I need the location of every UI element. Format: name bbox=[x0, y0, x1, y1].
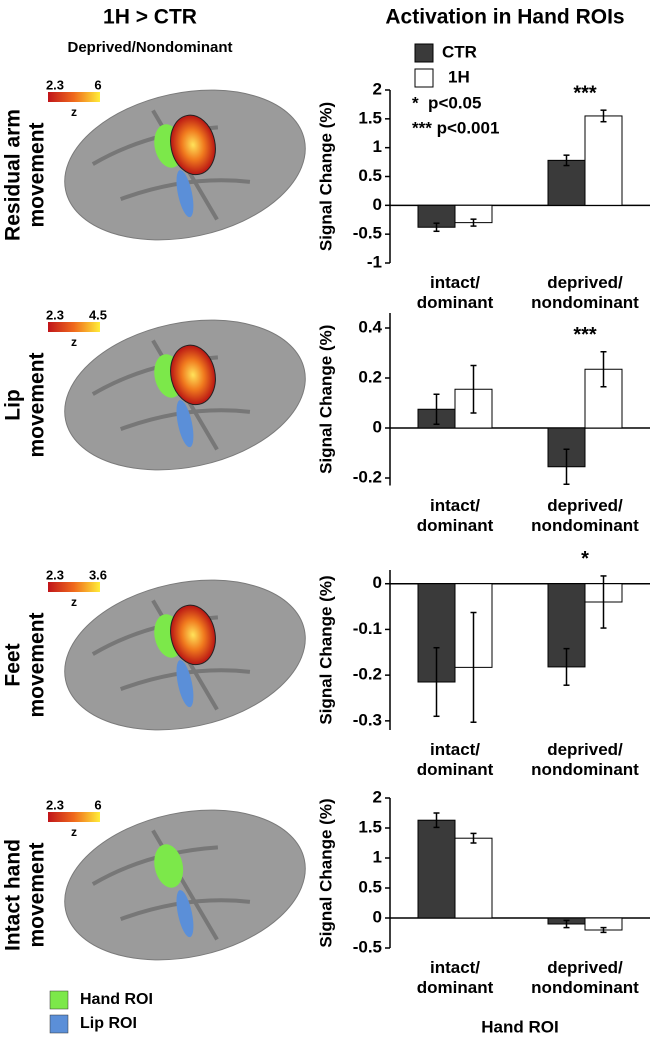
y-axis-label: Signal Change (%) bbox=[316, 798, 335, 947]
y-tick-label: 0.5 bbox=[358, 166, 382, 185]
y-tick-label: -0.3 bbox=[353, 710, 382, 729]
activation bbox=[170, 114, 216, 176]
y-tick-label: 0 bbox=[373, 195, 382, 214]
y-tick-label: -0.2 bbox=[353, 467, 382, 486]
x-axis-label: Hand ROI bbox=[481, 1017, 558, 1036]
row-label: movement bbox=[26, 352, 49, 457]
colorbar-unit: z bbox=[71, 825, 77, 839]
legend-label: 1H bbox=[448, 67, 470, 86]
brain bbox=[64, 319, 306, 471]
significance: * bbox=[581, 548, 589, 570]
legend-swatch bbox=[414, 68, 434, 88]
y-tick-label: 1 bbox=[373, 137, 382, 156]
colorbar-min: 2.3 bbox=[46, 567, 64, 582]
x-tick-label-box: deprived/ nondominant bbox=[531, 740, 639, 779]
y-tick-label: 1 bbox=[373, 847, 382, 866]
colorbar-max: 6 bbox=[94, 797, 101, 812]
x-tick-label: intact/ dominant bbox=[416, 495, 494, 535]
y-tick-label: 0 bbox=[373, 417, 382, 436]
lip-roi bbox=[176, 660, 194, 708]
y-tick-label: 0.4 bbox=[358, 317, 382, 336]
legend-note: *** p<0.001 bbox=[412, 118, 499, 137]
y-tick-label: -1 bbox=[367, 252, 382, 271]
roi-label: Lip ROI bbox=[80, 1015, 137, 1032]
x-tick-label: intact/ dominant bbox=[416, 740, 494, 779]
y-tick-label: -0.5 bbox=[353, 224, 382, 243]
hand-roi bbox=[154, 844, 184, 888]
lip-roi bbox=[176, 400, 194, 448]
x-tick-label-box: intact/ dominant bbox=[416, 740, 494, 779]
x-tick-label: deprived/ nondominant bbox=[531, 958, 639, 997]
row-label: Residual arm bbox=[2, 109, 25, 241]
y-tick-label: 0 bbox=[373, 573, 382, 592]
row-label: Lip bbox=[2, 389, 25, 421]
y-tick-label: -0.2 bbox=[353, 665, 382, 684]
y-tick-label: 1.5 bbox=[358, 817, 382, 836]
x-tick-label-box: intact/ dominant bbox=[416, 958, 494, 997]
colorbar-unit: z bbox=[71, 105, 77, 119]
colorbar-max: 3.6 bbox=[89, 567, 107, 582]
bar bbox=[417, 819, 456, 919]
x-tick-label-box: intact/ dominant bbox=[416, 273, 494, 312]
x-tick-label-box: deprived/ nondominant bbox=[531, 495, 639, 535]
row-label: movement bbox=[26, 122, 49, 227]
y-tick-label: 0.2 bbox=[358, 367, 382, 386]
colorbar-max: 4.5 bbox=[89, 307, 107, 322]
y-tick-label: 0.5 bbox=[358, 877, 382, 896]
colorbar-min: 2.3 bbox=[46, 307, 64, 322]
colorbar bbox=[48, 92, 100, 102]
row-label: movement bbox=[26, 612, 49, 717]
row-label: movement bbox=[26, 842, 49, 947]
y-tick-label: 2 bbox=[373, 79, 382, 98]
y-axis-label: Signal Change (%) bbox=[316, 325, 335, 474]
bar bbox=[584, 115, 623, 206]
bar bbox=[547, 159, 586, 206]
roi-swatch bbox=[49, 1014, 69, 1034]
row-label: Intact hand bbox=[2, 839, 25, 951]
column-title: 1H > CTR bbox=[103, 6, 197, 29]
lip-roi bbox=[176, 170, 194, 218]
x-tick-label: intact/ dominant bbox=[416, 273, 494, 312]
colorbar-min: 2.3 bbox=[46, 77, 64, 92]
colorbar bbox=[48, 812, 100, 822]
y-tick-label: 0 bbox=[373, 907, 382, 926]
activation bbox=[170, 604, 216, 666]
column-title: Activation in Hand ROIs bbox=[385, 6, 624, 29]
colorbar-min: 2.3 bbox=[46, 797, 64, 812]
significance: *** bbox=[573, 324, 597, 346]
legend-swatch bbox=[414, 43, 434, 63]
colorbar bbox=[48, 322, 100, 332]
y-axis-label: Signal Change (%) bbox=[316, 575, 335, 724]
lip-roi bbox=[176, 890, 194, 938]
legend-note: * p<0.05 bbox=[412, 93, 481, 112]
colorbar-unit: z bbox=[71, 595, 77, 609]
y-tick-label: 2 bbox=[373, 787, 382, 806]
roi-label: Hand ROI bbox=[80, 991, 153, 1008]
bar bbox=[454, 837, 493, 919]
y-axis-label: Signal Change (%) bbox=[316, 102, 335, 251]
y-tick-label: -0.5 bbox=[353, 937, 382, 956]
x-tick-label-box: deprived/ nondominant bbox=[531, 273, 639, 312]
x-tick-label: deprived/ nondominant bbox=[531, 273, 639, 312]
x-tick-label: deprived/ nondominant bbox=[531, 740, 639, 779]
colorbar-unit: z bbox=[71, 335, 77, 349]
activation bbox=[170, 344, 216, 406]
x-tick-label: intact/ dominant bbox=[416, 958, 494, 997]
subtitle: Deprived/Nondominant bbox=[67, 39, 232, 56]
x-tick-label-box: intact/ dominant bbox=[416, 495, 494, 535]
legend-label: CTR bbox=[442, 42, 477, 61]
brain bbox=[64, 579, 306, 731]
significance: *** bbox=[573, 82, 597, 104]
colorbar-max: 6 bbox=[94, 77, 101, 92]
x-tick-label: deprived/ nondominant bbox=[531, 495, 639, 535]
colorbar bbox=[48, 582, 100, 592]
roi-swatch bbox=[49, 990, 69, 1010]
x-tick-label-box: deprived/ nondominant bbox=[531, 958, 639, 997]
row-label: Feet bbox=[2, 643, 25, 686]
brain bbox=[64, 89, 306, 241]
brain bbox=[64, 809, 306, 961]
y-tick-label: 1.5 bbox=[358, 108, 382, 127]
y-tick-label: -0.1 bbox=[353, 619, 382, 638]
